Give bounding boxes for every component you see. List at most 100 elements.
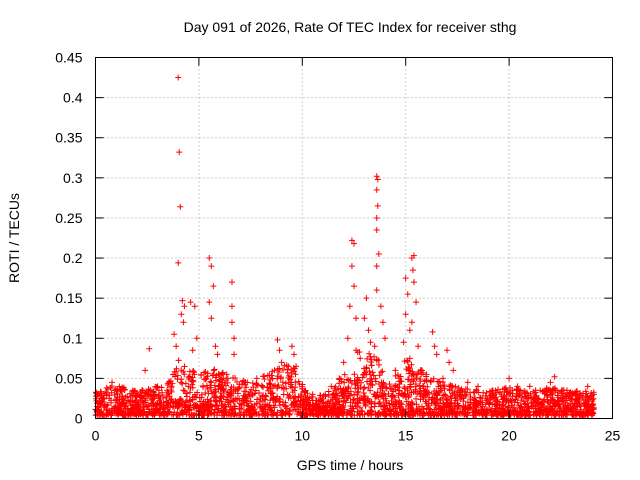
data-point bbox=[160, 399, 167, 406]
data-point bbox=[458, 386, 465, 393]
data-point bbox=[392, 372, 399, 379]
data-point bbox=[461, 404, 468, 411]
data-point bbox=[240, 412, 247, 419]
data-point bbox=[286, 411, 293, 418]
data-point bbox=[412, 383, 419, 390]
x-tick-label: 0 bbox=[92, 428, 100, 444]
data-point bbox=[475, 389, 482, 396]
data-point bbox=[435, 383, 442, 390]
data-point bbox=[568, 390, 575, 397]
data-point bbox=[99, 412, 106, 419]
data-point bbox=[288, 402, 295, 409]
data-point bbox=[254, 382, 261, 389]
data-point bbox=[202, 406, 209, 413]
data-point bbox=[318, 407, 325, 414]
data-point bbox=[462, 402, 469, 409]
data-point bbox=[420, 387, 427, 394]
data-point bbox=[563, 407, 570, 414]
data-point bbox=[402, 311, 409, 318]
data-point bbox=[499, 399, 506, 406]
data-point bbox=[423, 400, 430, 407]
data-point bbox=[180, 387, 187, 394]
data-point bbox=[108, 405, 115, 412]
data-point bbox=[478, 410, 485, 417]
data-point bbox=[306, 395, 313, 402]
data-point bbox=[431, 406, 438, 413]
data-point bbox=[538, 409, 545, 416]
data-point bbox=[535, 395, 542, 402]
data-point bbox=[241, 394, 248, 401]
data-point bbox=[367, 339, 374, 346]
y-tick-label: 0.35 bbox=[55, 130, 82, 146]
data-point bbox=[156, 397, 163, 404]
data-point bbox=[353, 347, 360, 354]
data-point bbox=[584, 412, 591, 419]
data-point bbox=[241, 379, 248, 386]
data-point bbox=[351, 283, 357, 290]
data-point bbox=[454, 400, 461, 407]
data-point bbox=[181, 303, 188, 310]
data-point bbox=[382, 335, 389, 342]
data-point bbox=[238, 405, 245, 412]
data-point bbox=[360, 393, 367, 400]
data-point bbox=[377, 385, 384, 392]
data-point bbox=[267, 376, 274, 383]
data-point bbox=[409, 409, 416, 416]
data-point bbox=[386, 381, 393, 388]
data-point bbox=[570, 406, 577, 413]
data-point bbox=[410, 279, 417, 286]
data-point bbox=[288, 343, 295, 350]
data-point bbox=[302, 388, 309, 395]
data-point bbox=[151, 410, 158, 417]
data-point bbox=[345, 395, 352, 402]
data-point bbox=[404, 376, 411, 383]
data-point bbox=[331, 394, 338, 401]
data-point bbox=[375, 251, 382, 258]
data-point bbox=[215, 382, 222, 389]
data-point bbox=[276, 347, 283, 354]
data-point bbox=[303, 401, 310, 408]
data-point bbox=[219, 370, 226, 377]
data-point bbox=[404, 387, 411, 394]
data-point bbox=[95, 404, 102, 411]
data-point bbox=[295, 378, 302, 385]
data-point bbox=[336, 375, 343, 382]
data-point bbox=[405, 367, 412, 374]
data-point bbox=[222, 382, 229, 389]
data-point bbox=[136, 408, 143, 415]
data-point bbox=[249, 411, 256, 418]
data-point bbox=[489, 387, 496, 394]
data-point bbox=[274, 336, 281, 343]
data-point bbox=[427, 379, 434, 386]
data-point bbox=[281, 362, 288, 369]
data-point bbox=[205, 390, 212, 397]
data-point bbox=[408, 319, 415, 326]
data-point bbox=[585, 402, 592, 409]
data-point bbox=[563, 395, 570, 402]
data-point bbox=[516, 392, 523, 399]
data-point bbox=[216, 409, 223, 416]
data-point bbox=[406, 408, 413, 415]
data-point bbox=[228, 303, 235, 310]
data-point bbox=[205, 411, 212, 418]
data-point bbox=[193, 335, 200, 342]
data-point bbox=[482, 409, 489, 416]
data-point bbox=[372, 378, 379, 385]
data-point bbox=[183, 390, 190, 397]
data-point bbox=[150, 400, 157, 407]
data-point bbox=[584, 383, 591, 390]
data-point bbox=[423, 391, 430, 398]
data-point bbox=[103, 392, 110, 399]
data-point bbox=[320, 399, 327, 406]
data-point bbox=[545, 399, 552, 406]
data-point bbox=[171, 331, 178, 338]
data-point bbox=[179, 297, 186, 304]
data-point bbox=[332, 402, 339, 409]
data-point bbox=[292, 379, 299, 386]
data-point bbox=[302, 405, 309, 412]
data-point bbox=[137, 388, 144, 395]
data-point bbox=[173, 343, 180, 350]
data-point bbox=[231, 351, 238, 358]
data-point bbox=[363, 364, 370, 371]
data-point bbox=[441, 391, 448, 398]
